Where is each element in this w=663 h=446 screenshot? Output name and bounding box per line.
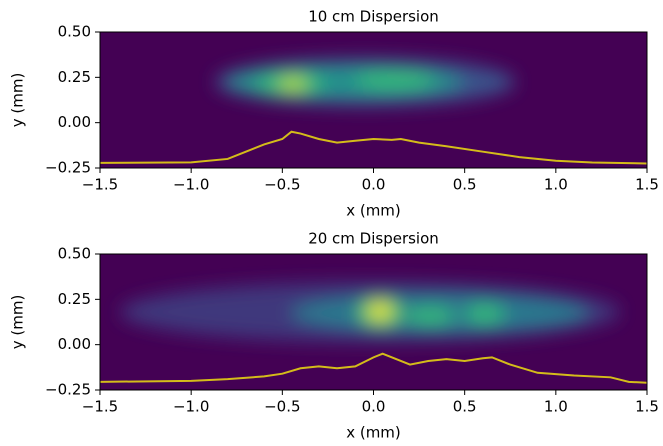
x-tick-label: 1.5: [635, 398, 659, 416]
profile-line: [100, 352, 647, 384]
x-axis-label: x (mm): [346, 424, 401, 442]
y-tick-label: 0.25: [58, 290, 91, 308]
x-tick-label: 0.0: [362, 398, 386, 416]
x-tick-label: 1.5: [635, 176, 659, 194]
y-tick-label: 0.50: [58, 245, 91, 263]
x-tick-label: −0.5: [264, 398, 300, 416]
x-tick-label: −1.0: [173, 398, 209, 416]
y-tick-label: 0.00: [58, 335, 91, 353]
x-tick-label: −1.5: [82, 398, 118, 416]
profile-line: [100, 130, 647, 165]
x-tick-label: 0.5: [453, 398, 477, 416]
heatmap: [100, 254, 647, 390]
x-axis-label: x (mm): [346, 202, 401, 220]
axes-frame: [99, 31, 648, 169]
x-tick-label: −0.5: [264, 176, 300, 194]
x-tick-label: 0.5: [453, 176, 477, 194]
x-tick-label: 1.0: [544, 176, 568, 194]
x-tick-label: −1.5: [82, 176, 118, 194]
y-tick-label: 0.50: [58, 23, 91, 41]
chart-title: 20 cm Dispersion: [308, 230, 439, 248]
y-tick-label: −0.25: [45, 381, 91, 399]
y-axis-label: y (mm): [9, 295, 27, 350]
y-axis-label: y (mm): [9, 73, 27, 128]
chart-title: 10 cm Dispersion: [308, 8, 439, 26]
axes-frame: [99, 253, 648, 391]
y-tick-label: −0.25: [45, 159, 91, 177]
y-tick-label: 0.25: [58, 68, 91, 86]
x-tick-label: −1.0: [173, 176, 209, 194]
y-tick-label: 0.00: [58, 113, 91, 131]
x-tick-label: 1.0: [544, 398, 568, 416]
heatmap: [100, 32, 647, 168]
x-tick-label: 0.0: [362, 176, 386, 194]
